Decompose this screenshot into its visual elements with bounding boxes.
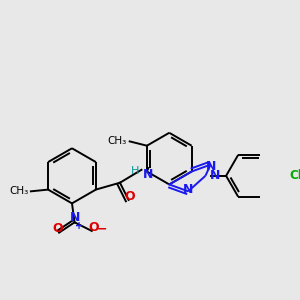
Text: O: O [52,222,63,235]
Text: N: N [69,211,80,224]
Text: O: O [88,220,99,233]
Text: N: N [210,169,220,182]
Text: O: O [124,190,135,203]
Text: −: − [97,222,107,235]
Text: N: N [183,183,194,196]
Text: CH₃: CH₃ [9,186,28,196]
Text: H: H [131,167,140,176]
Text: N: N [206,160,216,173]
Text: CH₃: CH₃ [108,136,127,146]
Text: +: + [75,221,83,231]
Text: Cl: Cl [290,169,300,182]
Text: N: N [143,168,154,181]
